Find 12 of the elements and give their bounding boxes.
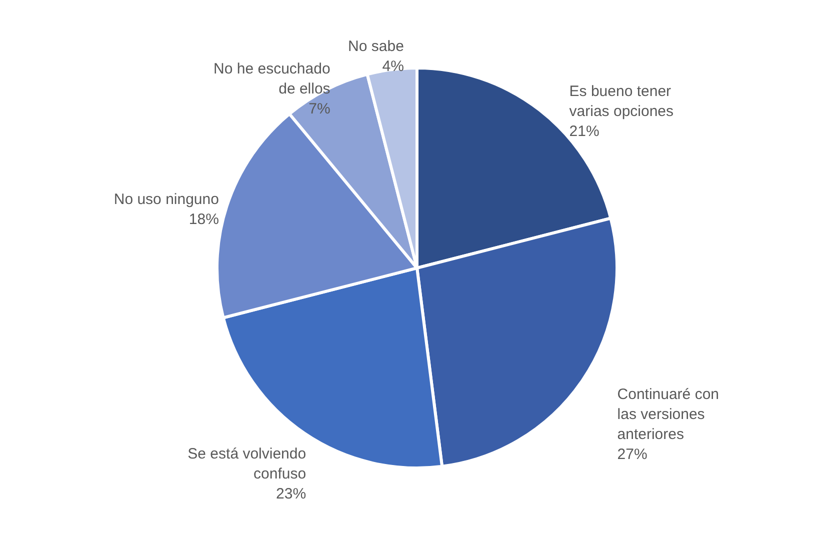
data-label: 21% — [569, 123, 600, 140]
slice-label: Continuaré con las versiones anteriores — [617, 386, 719, 443]
data-label: 27% — [617, 446, 648, 463]
slice-label: No sabe — [348, 38, 404, 55]
data-label: 23% — [276, 485, 306, 502]
slice-label: Se está volviendo confuso — [188, 445, 306, 482]
data-label: 18% — [188, 210, 219, 228]
slice-label: No uso ninguno — [114, 190, 219, 208]
slice-label: No he escuchado de ellos — [214, 60, 330, 98]
data-label: 4% — [382, 58, 404, 75]
slice-label: Es bueno tener varias opciones — [569, 83, 674, 120]
data-label: 7% — [308, 100, 330, 118]
